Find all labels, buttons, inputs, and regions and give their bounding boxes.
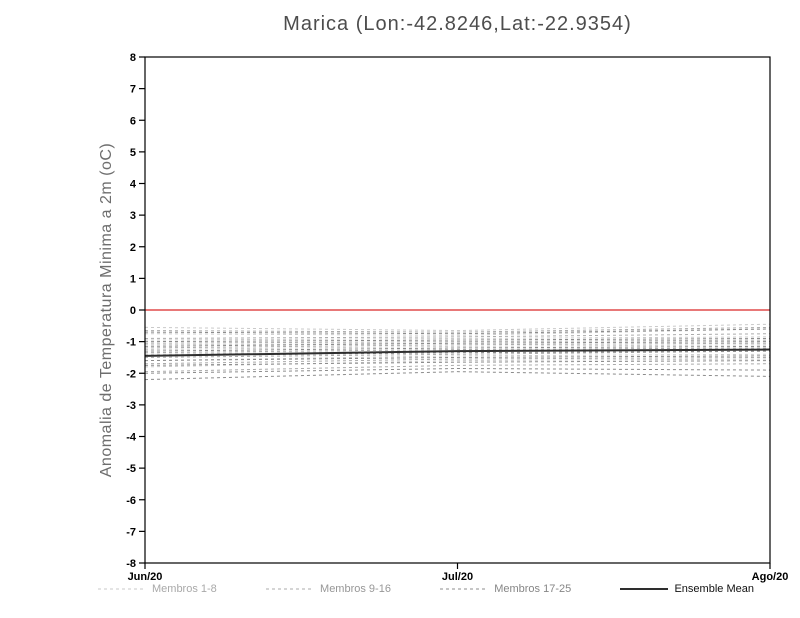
y-tick-label: -6: [126, 495, 136, 507]
ensemble-member-line: [144, 339, 771, 344]
ensemble-member-line: [144, 345, 771, 352]
legend-line-sample: [440, 588, 489, 590]
ensemble-member-line: [144, 342, 771, 349]
y-tick-label: 0: [130, 305, 136, 317]
legend-entry: Membros 9-16: [266, 583, 391, 595]
y-tick-label: -3: [126, 400, 136, 412]
ensemble-member-line: [144, 333, 771, 339]
ensemble-member-line: [144, 328, 771, 336]
ensemble-member-line: [144, 360, 771, 366]
ensemble-member-line: [144, 363, 771, 373]
y-tick-label: -2: [126, 368, 136, 380]
ensemble-member-line: [144, 350, 771, 358]
y-tick-label: 8: [130, 52, 136, 64]
legend-entry: Ensemble Mean: [620, 583, 754, 595]
ensemble-member-line: [144, 356, 771, 365]
ensemble-member-line: [144, 355, 771, 362]
ensemble-member-line: [144, 368, 771, 374]
ensemble-member-line: [144, 371, 771, 381]
x-tick-label: Jul/20: [442, 571, 473, 583]
y-tick-label: 2: [130, 242, 136, 254]
ensemble-member-line: [144, 358, 771, 368]
ensemble-member-line: [144, 336, 771, 341]
ensemble-member-line: [144, 323, 771, 332]
y-tick-label: -8: [126, 558, 136, 570]
ensemble-member-line: [144, 326, 771, 333]
y-tick-label: 7: [130, 84, 136, 96]
x-tick-label: Ago/20: [752, 571, 789, 583]
legend-line-sample: [98, 588, 146, 590]
legend-label: Membros 1-8: [152, 583, 217, 595]
legend-line-sample: [266, 588, 315, 590]
ensemble-member-line: [144, 347, 771, 354]
y-tick-label: 4: [130, 179, 137, 191]
legend-entry: Membros 17-25: [440, 583, 571, 595]
ensemble-member-line: [144, 341, 771, 347]
legend-label: Ensemble Mean: [674, 583, 754, 595]
ensemble-member-line: [144, 353, 771, 362]
y-tick-label: -4: [126, 432, 137, 444]
x-tick-label: Jun/20: [128, 571, 163, 583]
legend: Membros 1-8 Membros 9-16 Membros 17-25 Ense…: [98, 583, 754, 595]
y-tick-label: -1: [126, 337, 136, 349]
ensemble-mean-line: [144, 348, 771, 357]
legend-line-sample: [620, 588, 669, 590]
ensemble-member-line: [144, 337, 771, 343]
ensemble-member-line: [144, 328, 771, 335]
legend-label: Membros 17-25: [494, 583, 572, 595]
legend-entry: Membros 1-8: [98, 583, 217, 595]
y-tick-label: 6: [130, 115, 136, 127]
y-tick-label: -5: [126, 463, 136, 475]
y-tick-label: 5: [130, 147, 136, 159]
chart-title: Marica (Lon:-42.8246,Lat:-22.9354): [283, 13, 632, 35]
ensemble-member-line: [144, 344, 771, 351]
y-tick-label: -7: [126, 526, 136, 538]
y-tick-label: 3: [130, 210, 136, 222]
legend-label: Membros 9-16: [320, 583, 391, 595]
y-tick-label: 1: [130, 273, 136, 285]
